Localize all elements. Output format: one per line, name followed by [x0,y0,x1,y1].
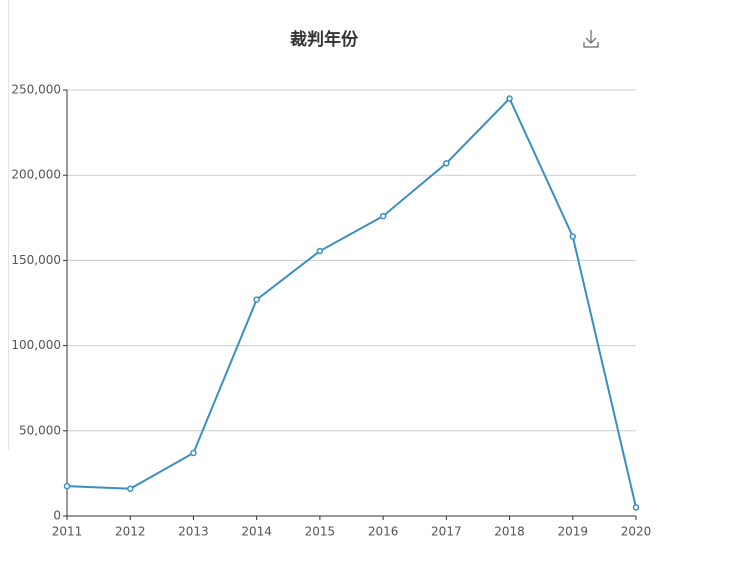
y-tick-label: 100,000 [11,338,61,352]
data-point [506,95,513,102]
x-tick-label: 2014 [241,525,272,539]
data-point [443,160,450,167]
x-tick-label: 2017 [431,525,462,539]
x-tick-label: 2018 [494,525,525,539]
y-tick-label: 150,000 [11,253,61,267]
data-point [190,449,197,457]
y-tick-label: 50,000 [19,423,61,437]
data-point [126,485,134,492]
y-tick-label: 250,000 [11,83,61,97]
x-tick-label: 2020 [621,525,652,539]
data-point [569,233,577,240]
chart-title: 裁判年份 [290,29,359,50]
data-point [63,482,71,490]
data-point [632,504,640,511]
data-line [66,96,637,508]
y-tick-label: 200,000 [11,168,61,182]
x-tick-label: 2012 [115,525,146,539]
data-point [316,247,324,255]
x-tick-label: 2011 [52,525,83,539]
x-tick-label: 2013 [178,525,209,539]
download-button[interactable] [583,30,599,48]
x-tick-label: 2016 [368,525,399,539]
x-tick-label: 2019 [558,525,589,539]
data-point [379,212,387,220]
x-tick-label: 2015 [305,525,336,539]
y-tick-label: 0 [53,509,61,523]
data-point [253,296,260,303]
